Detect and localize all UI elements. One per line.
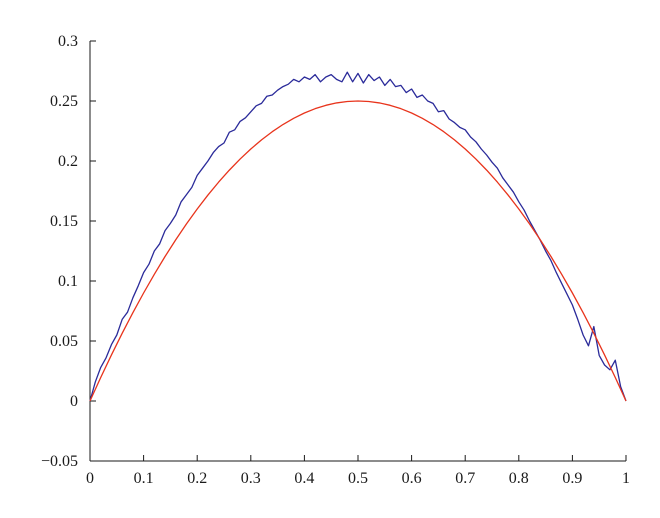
y-tick-label: 0.1 — [58, 273, 78, 290]
x-tick-label: 0.3 — [241, 470, 261, 487]
x-ticks: 0 0.1 0.2 0.3 0.4 0.5 0.6 0.7 0.8 0.9 1 — [86, 455, 630, 487]
x-tick-label: 0.8 — [509, 470, 529, 487]
y-tick-label: 0.05 — [50, 333, 78, 350]
x-tick-label: 0 — [86, 470, 94, 487]
series-line-red — [89, 100, 627, 402]
x-tick-label: 0.1 — [134, 470, 154, 487]
x-tick-label: 0.2 — [187, 470, 207, 487]
x-tick-label: 0.5 — [348, 470, 368, 487]
y-tick-label: −0.05 — [41, 453, 78, 470]
x-tick-label: 0.4 — [294, 470, 314, 487]
series-line-blue — [89, 71, 627, 402]
y-tick-label: 0 — [70, 393, 78, 410]
x-tick-label: 0.6 — [402, 470, 422, 487]
y-tick-label: 0.3 — [58, 33, 78, 50]
series-layer — [89, 71, 627, 402]
y-tick-label: 0.25 — [50, 93, 78, 110]
y-ticks: −0.05 0 0.05 0.1 0.15 0.2 0.25 0.3 — [41, 33, 96, 470]
x-tick-label: 0.7 — [455, 470, 475, 487]
y-tick-label: 0.15 — [50, 213, 78, 230]
x-tick-label: 0.9 — [562, 470, 582, 487]
x-tick-label: 1 — [622, 470, 630, 487]
y-tick-label: 0.2 — [58, 153, 78, 170]
